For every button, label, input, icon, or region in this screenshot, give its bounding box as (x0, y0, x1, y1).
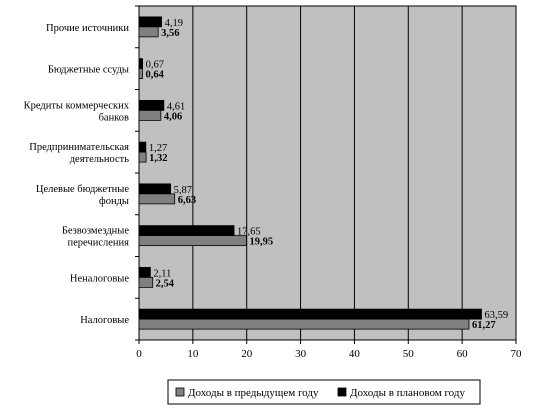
data-label-planned: 0,67 (146, 60, 164, 71)
data-label-previous: 2,54 (156, 278, 175, 289)
bar-previous (138, 276, 154, 288)
data-label-planned: 2,11 (153, 268, 171, 279)
category-label: Налоговые (80, 315, 129, 326)
bar-planned (138, 99, 165, 111)
labels-group: 4,193,56 Прочие источники 0,670,64 Бюджетны… (24, 18, 509, 331)
data-label-planned: 1,27 (149, 143, 167, 154)
bar-planned (138, 225, 235, 237)
data-label-previous: 0,64 (145, 70, 164, 81)
category-label: Неналоговые (70, 273, 129, 284)
data-label-planned: 4,19 (165, 18, 183, 29)
data-label-planned: 63,59 (484, 310, 508, 321)
bar-previous (138, 193, 176, 205)
data-label-previous: 6,63 (178, 195, 196, 206)
category-label: фонды (99, 196, 129, 207)
bar-planned (138, 266, 151, 278)
legend-label-planned: Доходы в плановом году (350, 387, 465, 399)
x-tick-label: 70 (511, 348, 523, 360)
legend-label-previous: Доходы в предыдущем году (188, 387, 319, 399)
category-label: Предпринимательская (29, 142, 129, 153)
x-tick-label: 60 (457, 348, 469, 360)
category-label: банков (99, 112, 129, 123)
x-tick-label: 20 (241, 348, 253, 360)
bars-group (138, 16, 482, 330)
bar-previous (138, 26, 159, 38)
data-label-previous: 3,56 (161, 28, 179, 39)
data-label-planned: 5,87 (174, 185, 192, 196)
category-label: деятельность (70, 154, 129, 165)
legend-box (167, 379, 481, 405)
bar-planned (138, 183, 172, 195)
bar-previous (138, 68, 143, 80)
bar-previous (138, 151, 147, 163)
plot-background (138, 5, 517, 341)
data-label-previous: 1,32 (149, 153, 167, 164)
bar-planned (138, 141, 147, 153)
category-label: Безвозмездные (62, 226, 130, 237)
bar-planned (138, 58, 144, 70)
data-label-previous: 61,27 (472, 320, 496, 331)
x-tick-label: 30 (295, 348, 307, 360)
plot-area: 0 10 20 30 40 50 60 70 (135, 5, 523, 360)
bar-previous (138, 109, 162, 121)
legend-swatch-previous (175, 387, 185, 397)
bar-planned (138, 308, 482, 320)
legend: Доходы в предыдущем году Доходы в планово… (167, 379, 481, 405)
category-label: Прочие источники (46, 23, 129, 34)
category-label: Бюджетные ссуды (48, 65, 129, 76)
bar-previous (138, 235, 247, 247)
data-label-previous: 4,06 (164, 111, 182, 122)
category-label: перечисления (68, 238, 130, 249)
data-label-previous: 19,95 (249, 237, 273, 248)
x-tick-label: 50 (403, 348, 415, 360)
category-label: Целевые бюджетные (36, 184, 129, 195)
bar-planned (138, 16, 162, 28)
legend-swatch-planned (337, 387, 347, 397)
bar-previous (138, 318, 470, 330)
data-label-planned: 17,65 (237, 227, 261, 238)
x-tick-label: 40 (349, 348, 361, 360)
category-label: Кредиты коммерческих (24, 100, 130, 111)
data-label-planned: 4,61 (167, 101, 185, 112)
x-tick-label: 10 (187, 348, 199, 360)
x-tick-label: 0 (136, 348, 142, 360)
